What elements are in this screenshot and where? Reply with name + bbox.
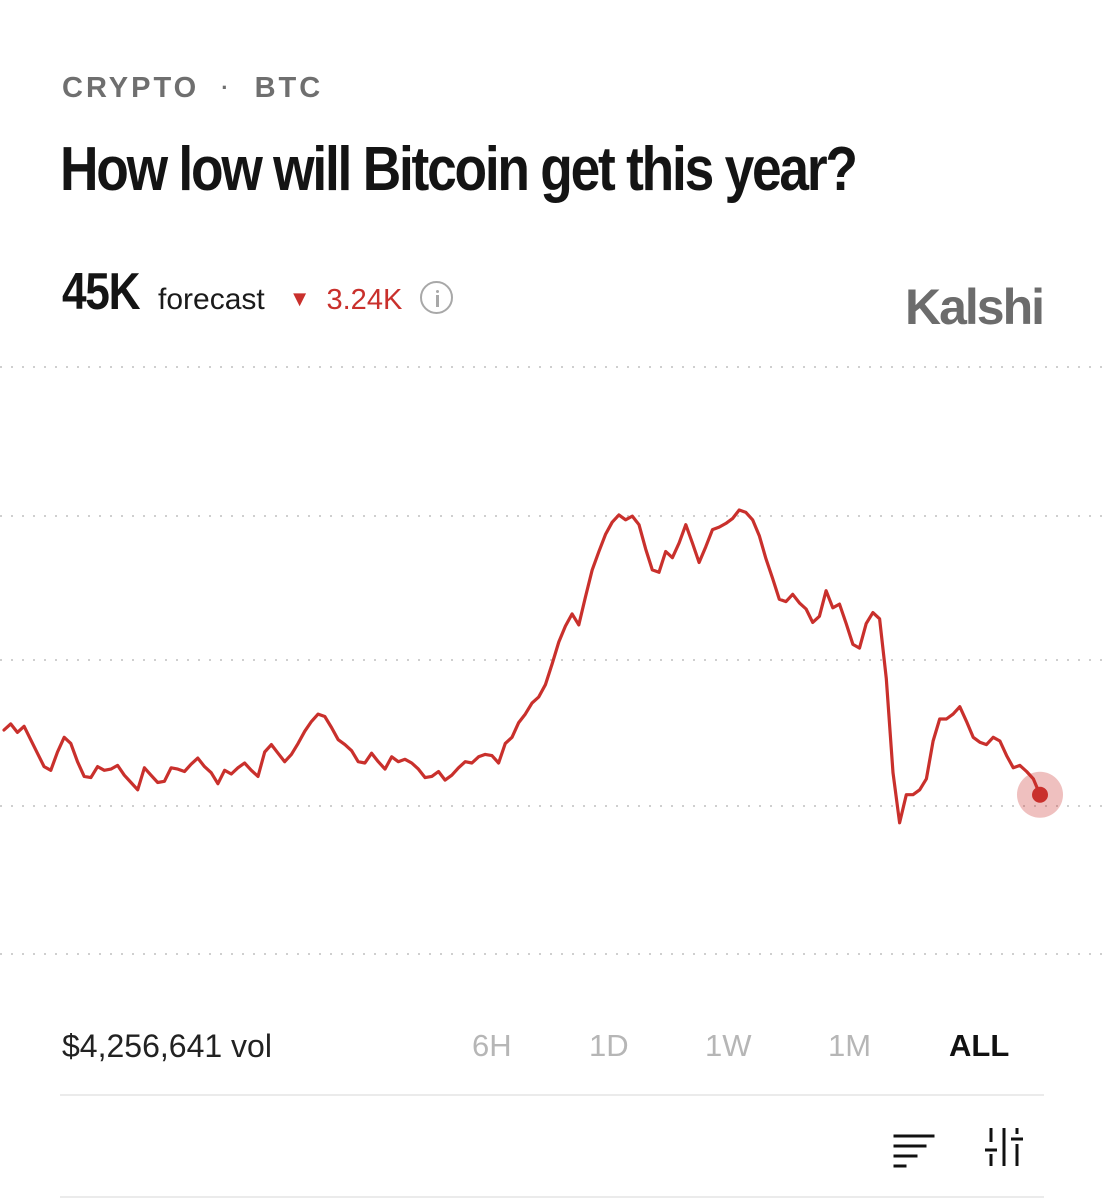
current-point-marker: [1032, 786, 1048, 803]
breadcrumb-separator: ·: [221, 75, 229, 100]
breadcrumb-category[interactable]: CRYPTO: [62, 71, 200, 104]
forecast-label: forecast: [158, 283, 265, 316]
forecast-change-value: 3.24K: [326, 284, 403, 316]
divider: [60, 1196, 1044, 1198]
time-range-1d[interactable]: 1D: [589, 1028, 629, 1063]
forecast-line-chart[interactable]: [0, 340, 1104, 980]
triangle-down-icon: ▼: [288, 286, 311, 311]
breadcrumb: CRYPTO · BTC: [62, 70, 323, 106]
time-range-6h[interactable]: 6H: [472, 1028, 512, 1063]
divider: [60, 1094, 1044, 1096]
time-range-1m[interactable]: 1M: [828, 1028, 872, 1063]
sliders-icon[interactable]: [982, 1124, 1026, 1168]
forecast-summary: 45K forecast ▼ 3.24K: [62, 262, 454, 322]
kalshi-logo: Kalshi: [905, 279, 1045, 335]
sort-lines-icon[interactable]: [893, 1126, 937, 1170]
volume-label: $4,256,641 vol: [62, 1028, 272, 1064]
forecast-value: 45K: [62, 263, 141, 321]
market-title: How low will Bitcoin get this year?: [60, 135, 858, 204]
forecast-series-line: [2, 508, 1042, 825]
breadcrumb-ticker[interactable]: BTC: [254, 71, 324, 104]
time-range-all[interactable]: ALL: [949, 1028, 1010, 1063]
time-range-selector: 6H 1D 1W 1M ALL: [0, 1028, 1104, 1068]
time-range-1w[interactable]: 1W: [705, 1028, 752, 1063]
info-icon[interactable]: [420, 281, 454, 314]
forecast-change: ▼ 3.24K: [289, 284, 403, 317]
